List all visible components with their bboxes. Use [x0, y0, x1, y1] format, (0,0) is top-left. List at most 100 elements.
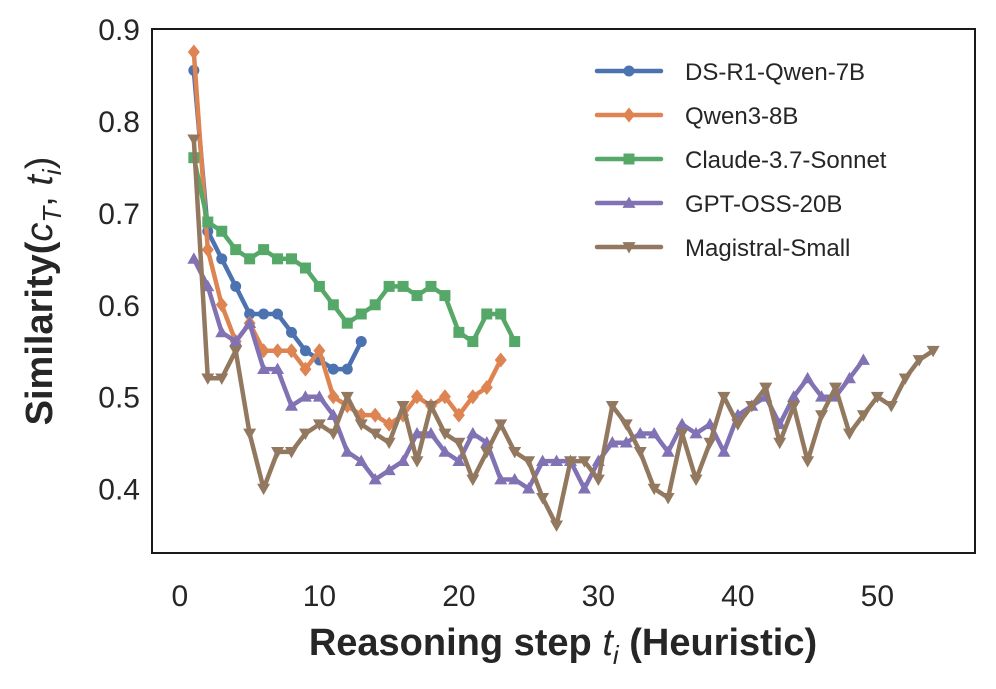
data-point: [466, 474, 480, 486]
data-point: [731, 419, 745, 431]
data-point: [563, 456, 577, 468]
legend-item: Magistral-Small: [594, 235, 850, 262]
data-point: [368, 428, 382, 440]
data-point: [410, 426, 424, 439]
data-point: [425, 280, 437, 292]
legend: DS-R1-Qwen-7B Qwen3-8B Claude-3.7-Sonnet GP…: [594, 59, 887, 262]
data-point: [508, 447, 522, 459]
data-point: [884, 401, 898, 413]
data-point: [298, 428, 312, 440]
data-point: [467, 336, 479, 348]
data-point: [494, 352, 507, 368]
data-point: [258, 308, 270, 320]
data-point: [438, 445, 452, 457]
data-point: [257, 362, 271, 375]
data-point: [411, 290, 423, 302]
data-point: [340, 445, 354, 457]
x-tick-label: 10: [303, 580, 336, 613]
data-point: [508, 472, 522, 485]
data-point: [271, 343, 284, 359]
data-point: [689, 474, 703, 486]
data-point: [633, 426, 647, 439]
data-point: [550, 520, 564, 532]
data-point: [244, 308, 256, 320]
data-point: [675, 428, 689, 440]
data-point: [536, 454, 550, 466]
data-point: [285, 326, 297, 338]
data-point: [327, 389, 340, 405]
data-point: [619, 436, 633, 448]
legend-label: Magistral-Small: [685, 235, 850, 262]
data-point: [396, 401, 410, 413]
data-point: [577, 482, 591, 494]
data-point: [605, 436, 619, 448]
data-point: [577, 456, 591, 468]
data-point: [509, 336, 521, 348]
data-point: [216, 225, 228, 237]
data-point: [187, 134, 201, 146]
data-point: [842, 371, 856, 384]
data-point: [787, 390, 801, 402]
data-point: [299, 262, 311, 274]
data-point: [369, 407, 382, 423]
data-point: [452, 407, 465, 423]
data-point: [633, 447, 647, 459]
legend-label: DS-R1-Qwen-7B: [685, 59, 865, 86]
data-point: [187, 252, 201, 264]
data-point: [313, 343, 326, 359]
y-tick-label: 0.7: [98, 198, 140, 231]
legend-marker: [623, 153, 635, 165]
data-point: [272, 308, 284, 320]
data-point: [856, 410, 870, 422]
data-point: [452, 454, 466, 466]
y-tick-label: 0.4: [98, 474, 140, 507]
data-point: [424, 401, 438, 413]
data-point: [271, 447, 285, 459]
data-point: [912, 355, 926, 367]
data-point: [926, 345, 940, 358]
data-point: [244, 253, 256, 265]
y-axis-title: Similarity(cT, ti): [19, 157, 67, 426]
data-point: [522, 482, 536, 494]
data-point: [369, 299, 381, 311]
data-point: [689, 426, 703, 439]
data-point: [675, 417, 689, 430]
series-layer: [187, 44, 940, 532]
data-point: [298, 390, 312, 402]
x-tick-labels: 0 10 20 30 40 50: [172, 580, 894, 613]
data-point: [494, 472, 508, 485]
data-point: [313, 280, 325, 292]
data-point: [856, 353, 870, 365]
data-point: [229, 335, 243, 347]
y-tick-label: 0.9: [98, 14, 140, 47]
data-point: [229, 345, 243, 358]
data-point: [829, 382, 843, 395]
data-point: [285, 343, 298, 359]
data-point: [272, 253, 284, 265]
legend-item: DS-R1-Qwen-7B: [594, 59, 865, 86]
data-point: [271, 362, 285, 375]
data-point: [801, 456, 815, 468]
y-tick-labels: 0.4 0.5 0.6 0.7 0.8 0.9: [98, 14, 140, 507]
x-tick-label: 0: [172, 580, 189, 613]
data-point: [341, 317, 353, 329]
data-point: [312, 390, 326, 402]
legend-label: Qwen3-8B: [685, 103, 798, 130]
data-point: [410, 456, 424, 468]
legend-item: GPT-OSS-20B: [594, 191, 842, 218]
data-point: [815, 410, 829, 422]
data-point: [452, 437, 466, 450]
legend-marker: [622, 242, 636, 254]
legend-label: GPT-OSS-20B: [685, 191, 842, 218]
data-point: [439, 290, 451, 302]
data-point: [284, 447, 298, 459]
legend-marker: [623, 65, 635, 77]
data-point: [480, 380, 493, 396]
data-point: [815, 390, 829, 402]
data-point: [703, 437, 717, 450]
data-point: [299, 361, 312, 377]
y-tick-label: 0.6: [98, 290, 140, 323]
data-point: [230, 280, 242, 292]
legend-label: Claude-3.7-Sonnet: [685, 147, 887, 174]
